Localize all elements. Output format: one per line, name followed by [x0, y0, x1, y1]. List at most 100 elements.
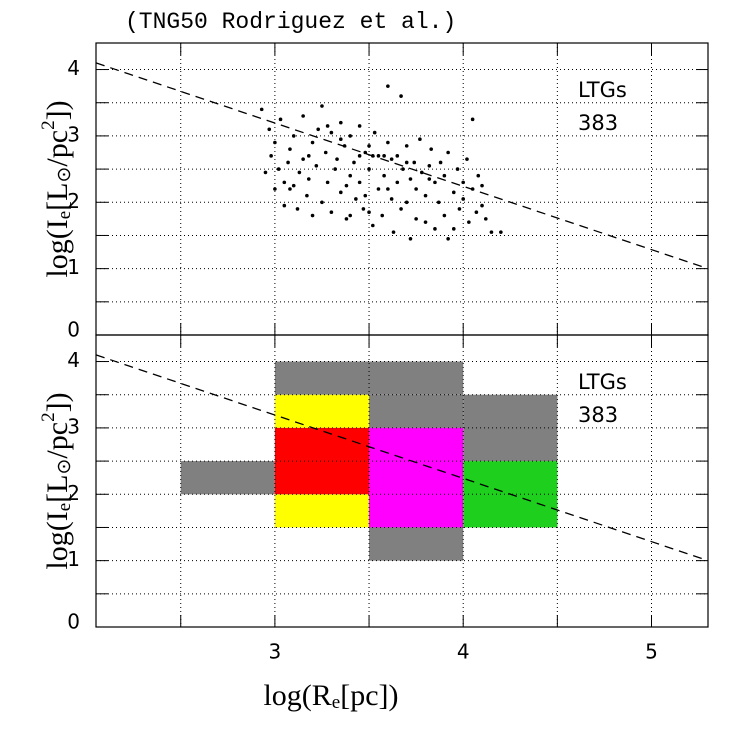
point — [305, 193, 309, 198]
point — [386, 84, 390, 88]
point — [380, 213, 385, 218]
point — [465, 157, 469, 161]
point — [314, 163, 319, 168]
axis-label: log(Ie[L⊙/pc2]) — [38, 392, 75, 569]
point — [273, 140, 277, 145]
point — [348, 134, 353, 138]
axis-label-part: log(I — [41, 511, 74, 569]
point — [288, 147, 292, 151]
point — [404, 200, 409, 205]
point — [401, 167, 405, 171]
y-tick-label: 1 — [67, 547, 80, 571]
point — [476, 173, 481, 178]
point — [419, 170, 424, 175]
point — [371, 223, 375, 228]
point — [344, 183, 349, 188]
axis-label-part: ⊙ — [54, 167, 75, 183]
chart-title: (TNG50 Rodriguez et al.) — [125, 9, 456, 35]
point — [348, 173, 353, 178]
y-tick-label: 2 — [67, 481, 80, 505]
axis-label-part: log(I — [41, 219, 74, 277]
y-tick-label: 4 — [67, 348, 80, 372]
point — [418, 137, 422, 142]
point — [339, 190, 343, 195]
point — [423, 220, 428, 224]
annotation: LTGs — [578, 370, 627, 394]
point — [348, 213, 353, 218]
point — [329, 210, 334, 215]
cell — [274, 427, 370, 495]
point — [395, 180, 400, 185]
point — [389, 157, 394, 161]
point — [297, 170, 302, 175]
point — [267, 127, 272, 132]
point — [357, 180, 362, 185]
cell — [180, 461, 275, 495]
x-tick-label: 4 — [457, 640, 470, 664]
axis-label-part: 2 — [38, 120, 59, 130]
point — [433, 227, 437, 231]
axis-label-part: [L — [41, 474, 74, 502]
point — [412, 160, 417, 165]
cell — [274, 494, 370, 528]
cell — [463, 394, 558, 462]
point — [325, 180, 330, 185]
axis-label-part: e — [332, 692, 340, 713]
point — [446, 236, 450, 241]
point — [288, 187, 292, 191]
point — [333, 167, 337, 171]
annotation: 383 — [578, 403, 618, 427]
y-tick-label: 0 — [67, 610, 80, 634]
point — [438, 160, 443, 165]
cell — [369, 427, 464, 528]
y-tick-label: 3 — [67, 122, 80, 146]
point — [316, 127, 321, 132]
point — [306, 177, 311, 181]
point — [329, 130, 334, 135]
point — [480, 203, 484, 208]
point — [376, 154, 381, 158]
cell — [369, 394, 464, 428]
y-tick-label: 3 — [67, 414, 80, 438]
cell — [274, 361, 464, 395]
point — [282, 203, 287, 208]
point — [335, 157, 339, 161]
point — [436, 200, 441, 205]
point — [461, 180, 466, 185]
point — [357, 154, 362, 158]
point — [263, 170, 268, 175]
point — [470, 117, 475, 122]
point — [451, 227, 456, 231]
point — [427, 177, 432, 181]
axis-label-part: log(R — [263, 679, 331, 712]
axis-label-part: /pc — [41, 422, 74, 459]
point — [414, 217, 418, 221]
point — [291, 134, 296, 138]
point — [363, 150, 368, 155]
point — [282, 180, 287, 185]
point — [367, 210, 371, 215]
annotation: 383 — [578, 111, 618, 135]
point — [455, 167, 460, 171]
point — [273, 187, 277, 191]
point — [499, 230, 503, 234]
point — [357, 124, 362, 128]
point — [429, 147, 433, 151]
point — [461, 197, 466, 201]
plot-frame — [95, 334, 709, 628]
point — [276, 167, 281, 171]
axis-label-part: [pc]) — [340, 679, 398, 712]
axis-label-part: e — [54, 211, 75, 219]
point — [286, 160, 290, 165]
axis-label-part: ]) — [41, 100, 74, 120]
axis-label-part: ]) — [41, 392, 74, 412]
point — [451, 190, 456, 195]
point — [344, 217, 349, 221]
point — [457, 207, 462, 211]
point — [386, 187, 390, 191]
axis-label: log(Ie[L⊙/pc2]) — [38, 100, 75, 277]
point — [470, 187, 475, 191]
y-tick-label: 4 — [67, 56, 80, 80]
y-tick-label: 0 — [67, 318, 80, 342]
